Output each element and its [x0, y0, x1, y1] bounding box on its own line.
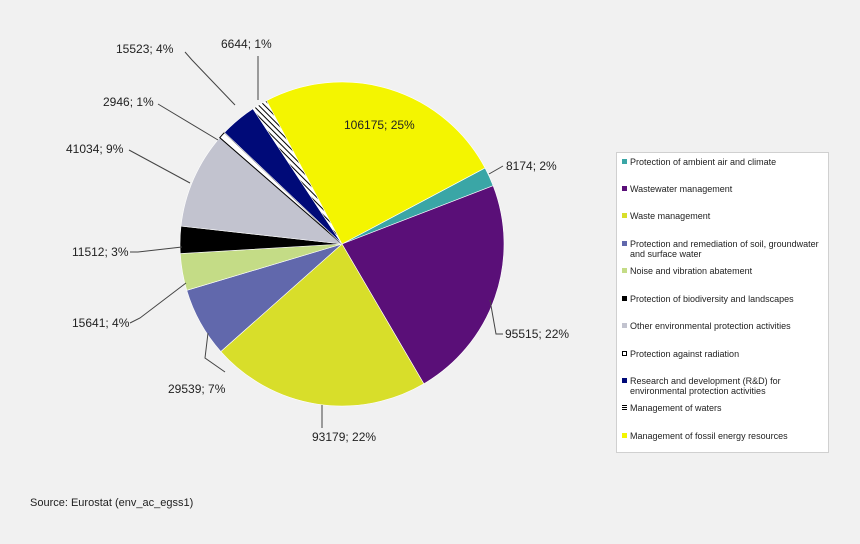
- legend-swatch: [622, 268, 627, 273]
- leader-line-6: [130, 246, 183, 253]
- legend-item: Noise and vibration abatement: [622, 266, 827, 276]
- legend-label: Protection of biodiversity and landscape…: [630, 294, 794, 304]
- source-note: Source: Eurostat (env_ac_egss1): [30, 497, 194, 509]
- legend-swatch: [622, 159, 627, 164]
- leader-line-7: [128, 149, 191, 184]
- data-label-5: 15641; 4%: [72, 316, 130, 330]
- legend-label: Other environmental protection activitie…: [630, 321, 791, 331]
- legend-swatch: [622, 296, 627, 301]
- legend: Protection of ambient air and climate Was…: [616, 152, 829, 453]
- legend-swatch: [622, 323, 627, 328]
- legend-item: Research and development (R&D) for envir…: [622, 376, 827, 396]
- leader-line-5: [129, 282, 187, 324]
- data-label-7: 41034; 9%: [66, 142, 124, 156]
- legend-label: Management of waters: [630, 403, 722, 413]
- legend-item: Protection of ambient air and climate: [622, 157, 827, 167]
- legend-item: Waste management: [622, 211, 827, 221]
- legend-swatch: [622, 213, 627, 218]
- legend-swatch: [622, 378, 627, 383]
- legend-item: Protection and remediation of soil, grou…: [622, 239, 827, 259]
- legend-item: Management of waters: [622, 403, 827, 413]
- data-label-8: 2946; 1%: [103, 95, 154, 109]
- data-label-10: 6644; 1%: [221, 37, 272, 51]
- data-label-3: 93179; 22%: [312, 430, 376, 444]
- leader-line-4: [204, 332, 226, 373]
- leader-line-1: [488, 165, 504, 175]
- data-label-11: 106175; 25%: [344, 118, 415, 132]
- legend-label: Wastewater management: [630, 184, 733, 194]
- legend-label: Waste management: [630, 211, 711, 221]
- legend-swatch: [622, 241, 627, 246]
- pie-slice-11: [266, 81, 486, 245]
- legend-item: Other environmental protection activitie…: [622, 321, 827, 331]
- legend-swatch: [622, 405, 627, 410]
- data-label-2: 95515; 22%: [505, 327, 569, 341]
- leader-line-8: [157, 103, 219, 141]
- legend-label: Management of fossil energy resources: [630, 431, 788, 441]
- data-label-4: 29539; 7%: [168, 382, 226, 396]
- legend-item: Protection against radiation: [622, 349, 827, 359]
- legend-label: Protection and remediation of soil, grou…: [630, 239, 819, 259]
- legend-label: Protection of ambient air and climate: [630, 157, 777, 167]
- legend-label: Protection against radiation: [630, 349, 740, 359]
- legend-swatch: [622, 351, 627, 356]
- legend-swatch: [622, 433, 627, 438]
- legend-item: Wastewater management: [622, 184, 827, 194]
- legend-item: Protection of biodiversity and landscape…: [622, 294, 827, 304]
- legend-item: Management of fossil energy resources: [622, 431, 827, 441]
- leader-line-9: [184, 51, 236, 106]
- data-label-1: 8174; 2%: [506, 159, 557, 173]
- legend-swatch: [622, 186, 627, 191]
- data-label-9: 15523; 4%: [116, 42, 174, 56]
- pie-chart: 8174; 2% 95515; 22% 93179; 22% 29539; 7% 156…: [66, 37, 569, 444]
- pie-slice-3: [220, 243, 425, 407]
- pie-slice-2: [341, 185, 505, 385]
- legend-label: Research and development (R&D) for envir…: [630, 376, 781, 396]
- leader-line-2: [489, 299, 503, 335]
- legend-label: Noise and vibration abatement: [630, 266, 753, 276]
- data-label-6: 11512; 3%: [72, 245, 129, 259]
